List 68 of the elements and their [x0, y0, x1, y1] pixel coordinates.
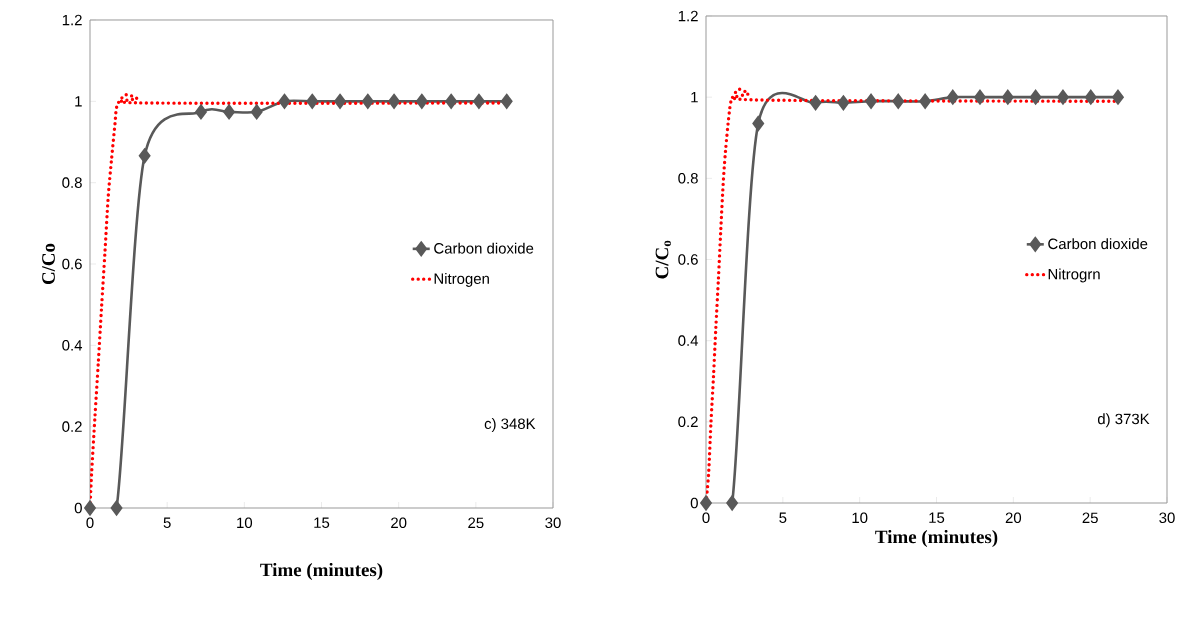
point [388, 94, 400, 109]
point [362, 94, 374, 109]
y-tick-label: 0 [74, 502, 82, 514]
x-tick-label: 30 [1159, 512, 1175, 524]
x-tick-label: 15 [929, 512, 945, 523]
y-tick-label: 0.6 [678, 254, 698, 265]
point [334, 94, 346, 109]
legend-label: Nitrogen [434, 272, 489, 287]
x-tick-label: 10 [237, 517, 253, 529]
x-tick-label: 25 [468, 517, 484, 529]
y-tick-label: 0.6 [62, 258, 82, 270]
point [1112, 89, 1124, 105]
legend-label: Carbon dioxide [434, 242, 534, 254]
point [865, 93, 877, 109]
point [500, 94, 513, 109]
point [700, 495, 712, 511]
y-tick-label: 0.2 [62, 421, 82, 432]
point [223, 104, 235, 120]
point [1057, 89, 1069, 105]
y-axis-title: C/Co [42, 243, 55, 285]
y-tick-label: 1 [691, 92, 698, 103]
y-tick-label: 1 [75, 96, 82, 107]
x-tick-label: 15 [314, 517, 330, 528]
x-tick-label: 0 [86, 517, 94, 529]
x-tick-label: 25 [1082, 512, 1098, 524]
legend-label: Nitrogrn [1048, 268, 1100, 283]
y-tick-label: 0.8 [678, 173, 698, 184]
point [445, 94, 457, 109]
x-tick-label: 30 [545, 517, 561, 529]
point [809, 95, 822, 111]
x-tick-label: 20 [1005, 512, 1022, 524]
point [837, 95, 850, 111]
point [110, 500, 123, 516]
point [726, 495, 738, 511]
point [1002, 89, 1014, 105]
y-tick-label: 1.2 [62, 14, 82, 26]
x-axis-title: Time (minutes) [260, 562, 383, 581]
x-tick-label: 20 [391, 517, 407, 529]
point [250, 104, 263, 120]
annotation: d) 373K [1097, 413, 1150, 428]
y-tick-label: 0 [690, 497, 698, 509]
y-axis-title: C/C$_{o}$ [655, 240, 671, 279]
annotation: c) 348K [484, 418, 536, 432]
y-tick-label: 1.2 [678, 10, 698, 22]
point [1084, 89, 1097, 105]
y-tick-label: 0.2 [678, 416, 698, 428]
y-tick-label: 0.4 [62, 340, 83, 351]
point [278, 94, 291, 109]
x-axis-title: Time (minutes) [875, 529, 998, 548]
y-tick-label: 0.8 [62, 177, 82, 188]
point [473, 94, 485, 109]
legend-label: Carbon dioxide [1048, 238, 1148, 250]
y-tick-label: 0.4 [678, 335, 699, 346]
x-tick-label: 10 [852, 512, 868, 524]
point [138, 148, 151, 164]
point [892, 93, 905, 109]
point [416, 94, 428, 109]
point [974, 89, 986, 105]
point [752, 116, 765, 131]
point [947, 89, 959, 105]
point [195, 104, 207, 120]
x-tick-label: 5 [779, 512, 787, 523]
point [1029, 89, 1042, 105]
x-tick-label: 5 [163, 517, 171, 528]
point [306, 94, 319, 109]
x-tick-label: 0 [702, 512, 710, 524]
point [919, 93, 931, 109]
point [84, 500, 96, 516]
